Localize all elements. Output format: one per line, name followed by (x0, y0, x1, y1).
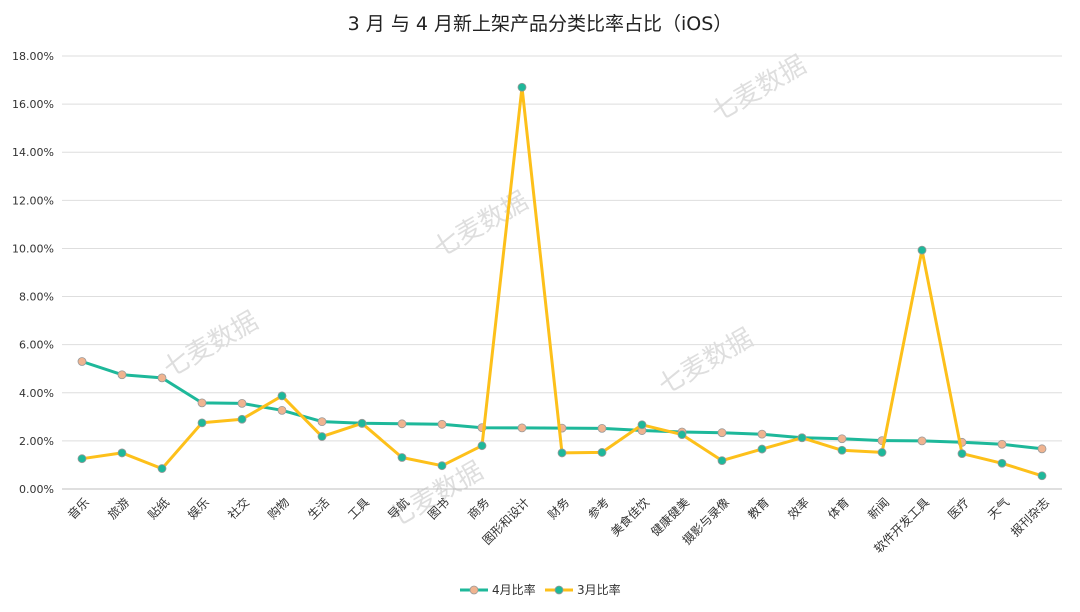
x-tick-label: 效率 (785, 495, 813, 523)
legend-item: 4月比率 (460, 582, 536, 597)
data-point (997, 439, 1007, 449)
x-tick-label: 新闻 (865, 495, 893, 523)
data-point (677, 430, 687, 440)
data-point (237, 398, 247, 408)
data-point (957, 449, 967, 459)
y-tick-label: 18.00% (12, 50, 54, 63)
y-tick-label: 6.00% (19, 339, 54, 352)
data-point (357, 418, 367, 428)
y-tick-label: 10.00% (12, 242, 54, 255)
data-point (117, 370, 127, 380)
x-tick-label: 天气 (985, 495, 1013, 523)
series-2 (77, 82, 1047, 481)
data-point (917, 436, 927, 446)
series-layer (77, 82, 1047, 481)
y-axis-ticks: 0.00% 2.00% 4.00% 6.00% 8.00% 10.00% 12.00% 14.… (12, 50, 54, 496)
x-tick-label: 工具 (345, 495, 372, 522)
data-point (397, 419, 407, 429)
data-point (477, 441, 487, 451)
data-point (317, 417, 327, 427)
watermark-text: 七麦数据 (429, 186, 534, 264)
data-point (837, 445, 847, 455)
data-point (77, 357, 87, 366)
y-tick-label: 0.00% (19, 483, 54, 496)
data-point (757, 444, 767, 454)
data-point (117, 448, 127, 458)
data-point (197, 418, 207, 428)
x-tick-label: 生活 (305, 495, 332, 522)
x-tick-label: 贴纸 (145, 495, 172, 522)
data-point (237, 414, 247, 424)
legend-marker (554, 585, 564, 595)
data-point (997, 458, 1007, 468)
data-point (1037, 444, 1047, 454)
y-tick-label: 8.00% (19, 291, 54, 304)
x-tick-label: 参考 (585, 495, 613, 523)
y-tick-label: 2.00% (19, 435, 54, 448)
data-point (397, 453, 407, 462)
x-tick-label: 音乐 (65, 495, 93, 523)
data-point (157, 373, 167, 383)
data-point (597, 448, 607, 457)
data-point (317, 432, 327, 441)
data-point (157, 464, 167, 473)
legend: 4月比率 3月比率 (460, 582, 621, 597)
data-point (717, 456, 727, 466)
data-point (77, 454, 87, 464)
legend-marker (469, 585, 479, 595)
data-point (877, 448, 887, 457)
x-tick-label: 报刊杂志 (1008, 495, 1053, 540)
data-point (597, 423, 607, 433)
x-tick-label: 财务 (545, 495, 573, 523)
x-tick-label: 旅游 (105, 495, 132, 522)
data-point (637, 420, 647, 430)
data-point (437, 461, 447, 471)
data-point (197, 398, 207, 408)
x-tick-label: 购物 (265, 495, 293, 523)
series-1 (77, 357, 1047, 454)
data-point (277, 405, 287, 415)
x-tick-label: 美食佳饮 (608, 495, 653, 540)
data-point (917, 245, 927, 255)
y-tick-label: 4.00% (19, 387, 54, 400)
legend-item: 3月比率 (545, 582, 621, 597)
data-point (797, 433, 807, 443)
data-point (517, 82, 527, 92)
y-tick-label: 14.00% (12, 146, 54, 159)
data-point (717, 428, 727, 438)
watermark-layer: 七麦数据 七麦数据 七麦数据 七麦数据 七麦数据 (159, 50, 812, 534)
data-point (277, 391, 287, 401)
data-point (757, 429, 767, 439)
legend-label: 3月比率 (577, 582, 621, 597)
data-point (557, 448, 567, 458)
data-point (1037, 471, 1047, 481)
y-tick-label: 16.00% (12, 98, 54, 111)
data-point (837, 434, 847, 444)
watermark-text: 七麦数据 (384, 456, 489, 534)
x-tick-label: 商务 (465, 495, 493, 523)
y-tick-label: 12.00% (12, 194, 54, 207)
x-tick-label: 医疗 (945, 495, 972, 522)
series-line (81, 85, 1043, 478)
legend-label: 4月比率 (492, 582, 536, 597)
watermark-text: 七麦数据 (707, 50, 812, 128)
x-tick-label: 社交 (225, 495, 253, 523)
x-tick-label: 教育 (745, 495, 773, 523)
watermark-text: 七麦数据 (654, 323, 759, 401)
x-tick-label: 娱乐 (185, 495, 212, 522)
x-tick-label: 体育 (825, 495, 853, 523)
data-point (437, 419, 447, 429)
data-point (517, 423, 527, 433)
chart-title: 3 月 与 4 月新上架产品分类比率占比（iOS） (348, 13, 733, 35)
